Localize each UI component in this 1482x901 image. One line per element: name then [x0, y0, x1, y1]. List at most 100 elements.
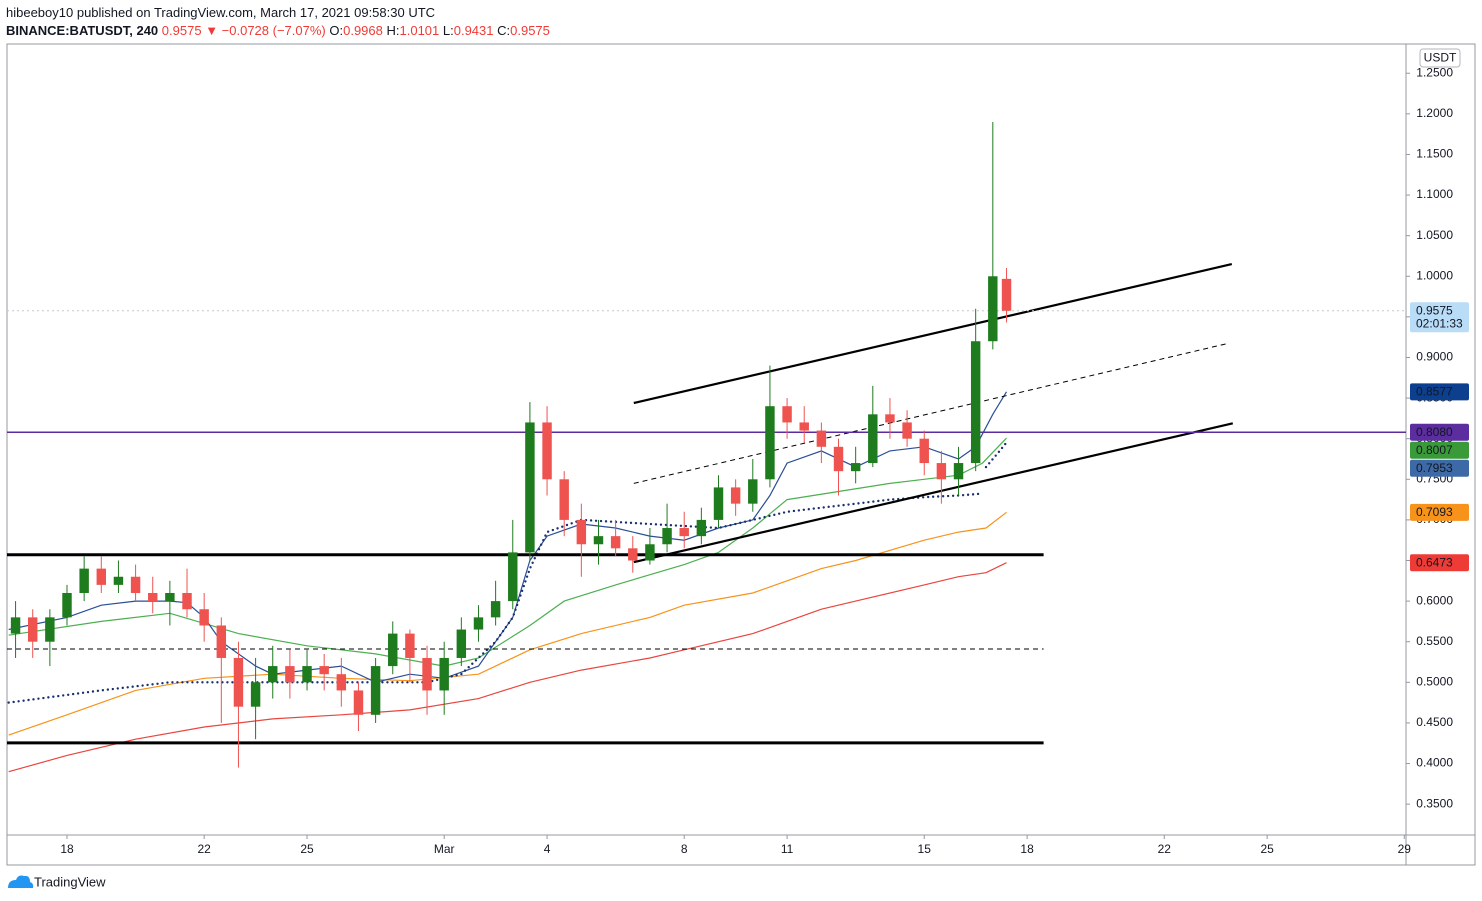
candle-body [10, 617, 21, 634]
x-tick-label: 29 [1398, 842, 1412, 856]
candle-body [199, 609, 209, 626]
candle-body [130, 576, 141, 593]
x-tick-label: Mar [434, 842, 455, 856]
ohlc-value: 0.9431 [453, 23, 494, 38]
candle-body [816, 430, 827, 447]
moving-average [8, 511, 1007, 736]
candle-body [936, 463, 947, 480]
candle-body [1001, 278, 1012, 311]
symbol-line: BINANCE:BATUSDT, 240 0.9575 ▼ −0.0728 (−… [6, 22, 550, 40]
candle-body [405, 633, 415, 658]
candle-body [610, 536, 621, 549]
y-tick-label: 1.2000 [1416, 106, 1453, 120]
candle-body [439, 657, 449, 691]
candle-body [216, 625, 227, 658]
candle-body [730, 487, 741, 504]
drawing-line [633, 422, 1234, 564]
y-tick-label: 0.5000 [1416, 674, 1453, 688]
ohlc-label: O: [329, 23, 344, 38]
y-tick-label: 0.4500 [1416, 715, 1453, 729]
x-tick-label: 18 [60, 842, 74, 856]
ohlc-label: H: [386, 23, 400, 38]
candle-body [850, 463, 861, 472]
price-label: 0.7953 [1416, 461, 1453, 475]
candle-body [628, 548, 638, 561]
candle-body [182, 592, 192, 610]
moving-average [8, 391, 1008, 683]
header: hibeeboy10 published on TradingView.com,… [6, 4, 550, 40]
candle-body [96, 568, 107, 585]
y-tick-label: 0.3500 [1416, 796, 1453, 810]
publish-line: hibeeboy10 published on TradingView.com,… [6, 5, 436, 20]
candle-body [593, 536, 604, 545]
candle-body [748, 479, 758, 504]
candle-body [662, 528, 672, 545]
candle-body [319, 666, 329, 675]
ohlc: O:0.9968 H:1.0101 L:0.9431 C:0.9575 [329, 23, 550, 38]
candle-body [456, 629, 467, 658]
candle-body [559, 479, 569, 520]
brand-logo: TradingView [8, 874, 106, 889]
price-label: 0.8080 [1416, 425, 1453, 439]
x-tick-label: 25 [1260, 842, 1274, 856]
candle-body [902, 422, 912, 439]
x-tick-label: 22 [1158, 842, 1172, 856]
x-tick-label: 4 [544, 842, 551, 856]
candle-body [868, 414, 878, 464]
candle-body [79, 568, 89, 593]
candle-body [422, 657, 432, 691]
candle-body [525, 422, 535, 553]
y-tick-label: 0.6000 [1416, 593, 1453, 607]
price-label-box [1410, 459, 1469, 477]
price-label-box [1410, 503, 1469, 521]
candle-body [370, 666, 381, 715]
price-label-box [1410, 554, 1469, 572]
price-label: 0.6473 [1416, 555, 1453, 569]
price-label: 0.7093 [1416, 505, 1453, 519]
candle-body [508, 552, 518, 602]
candle-body [388, 633, 398, 667]
candle-body [302, 666, 312, 683]
x-tick-label: 11 [781, 842, 794, 856]
ohlc-label: L: [442, 23, 454, 38]
ohlc-value: 0.9968 [343, 23, 383, 38]
candle-body [353, 690, 364, 715]
ohlc-value: 0.9575 [510, 23, 550, 38]
y-tick-label: 0.5500 [1416, 634, 1453, 648]
x-tick-label: 18 [1020, 842, 1034, 856]
unit-box [1419, 48, 1461, 68]
price-label-box [1410, 441, 1469, 459]
candle-body [542, 422, 552, 480]
candle-body [28, 617, 38, 642]
price-label-box [1410, 383, 1469, 401]
candle-body [645, 544, 655, 561]
drawing-line [633, 263, 1233, 405]
moving-average [7, 441, 1008, 704]
symbol: BINANCE:BATUSDT, 240 [6, 23, 159, 38]
candle-body [970, 341, 981, 464]
candle-body [233, 657, 244, 707]
x-tick-label: 15 [918, 842, 932, 856]
y-tick-label: 0.4000 [1416, 756, 1453, 770]
candle-body [165, 592, 175, 602]
candle-body [713, 487, 724, 520]
unit-label: USDT [1424, 51, 1457, 65]
price-label: 0.8007 [1416, 443, 1453, 457]
y-tick-label: 1.0000 [1416, 268, 1453, 282]
drawing-line [633, 343, 1227, 484]
candle-body [765, 406, 775, 480]
y-tick-label: 0.9000 [1416, 350, 1453, 364]
frame [6, 43, 1476, 866]
moving-average [8, 437, 1007, 667]
x-tick-label: 25 [300, 842, 314, 856]
candle-body [919, 438, 929, 464]
candle-body [799, 422, 809, 431]
price-label-box [1410, 423, 1469, 441]
countdown: 02:01:33 [1416, 316, 1463, 330]
candle-body [885, 414, 895, 423]
candle-body [113, 576, 124, 585]
candle-body [250, 682, 261, 707]
candle-body [988, 276, 998, 342]
price-label: 0.8577 [1416, 385, 1453, 399]
